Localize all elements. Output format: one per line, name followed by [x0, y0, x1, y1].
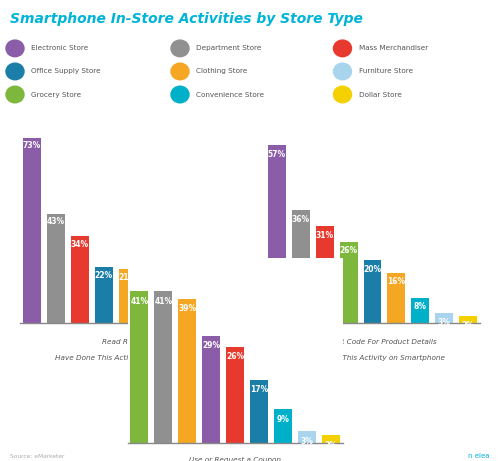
Bar — [298, 431, 316, 443]
Bar — [23, 137, 41, 323]
Bar — [94, 267, 112, 323]
Text: 39%: 39% — [178, 304, 197, 313]
Text: 2%: 2% — [462, 321, 474, 330]
Text: 16%: 16% — [388, 278, 406, 286]
Bar — [250, 380, 268, 443]
Text: 19%: 19% — [142, 278, 160, 287]
Bar — [71, 236, 88, 323]
Bar — [268, 145, 286, 323]
Text: Convenience Store: Convenience Store — [196, 91, 264, 98]
Text: Dollar Store: Dollar Store — [358, 91, 402, 98]
Bar — [388, 273, 406, 323]
Bar — [130, 291, 148, 443]
Text: 20%: 20% — [364, 265, 382, 274]
Text: 3%: 3% — [216, 319, 230, 328]
Bar — [142, 274, 160, 323]
Bar — [316, 226, 334, 323]
Text: Office Supply Store: Office Supply Store — [31, 68, 100, 75]
Text: Source: eMarketer: Source: eMarketer — [10, 454, 64, 459]
Text: 41%: 41% — [130, 297, 148, 306]
Text: Smartphone In-Store Activities by Store Type: Smartphone In-Store Activities by Store … — [10, 12, 363, 25]
Text: Mass Merchandiser: Mass Merchandiser — [358, 45, 428, 52]
Bar — [47, 214, 65, 323]
Bar — [190, 305, 208, 323]
Bar — [118, 269, 136, 323]
Text: 41%: 41% — [154, 297, 172, 306]
Text: 29%: 29% — [202, 341, 220, 350]
Text: n elea: n elea — [468, 453, 490, 459]
Bar — [154, 291, 172, 443]
Text: 3%: 3% — [438, 318, 450, 327]
Text: 73%: 73% — [23, 142, 41, 150]
Bar — [322, 435, 340, 443]
Text: 21%: 21% — [118, 273, 136, 282]
Text: 22%: 22% — [94, 271, 112, 280]
Text: 3%: 3% — [300, 437, 313, 446]
Text: 36%: 36% — [292, 215, 310, 224]
Bar — [214, 315, 232, 323]
Text: 14%: 14% — [166, 291, 184, 300]
Text: Scann QR Code For Product Details: Scann QR Code For Product Details — [308, 339, 436, 345]
Bar — [435, 313, 453, 323]
Bar — [166, 287, 184, 323]
Bar — [226, 347, 244, 443]
Text: 8%: 8% — [414, 302, 427, 312]
Text: Department Store: Department Store — [196, 45, 262, 52]
Text: 7%: 7% — [192, 309, 205, 318]
Text: 26%: 26% — [340, 246, 357, 255]
Text: 57%: 57% — [268, 149, 286, 159]
Text: 31%: 31% — [316, 230, 334, 240]
Bar — [459, 316, 477, 323]
Text: Grocery Store: Grocery Store — [31, 91, 81, 98]
Text: 9%: 9% — [276, 415, 289, 424]
Text: Use or Request a Coupon: Use or Request a Coupon — [189, 457, 281, 461]
Bar — [202, 336, 220, 443]
Text: Clothing Store: Clothing Store — [196, 68, 248, 75]
Bar — [178, 299, 196, 443]
Bar — [274, 409, 291, 443]
Text: 34%: 34% — [70, 240, 89, 249]
Text: 17%: 17% — [250, 385, 268, 395]
Bar — [340, 242, 357, 323]
Text: Have Done This Activity on Smartphone: Have Done This Activity on Smartphone — [55, 355, 200, 361]
Bar — [292, 210, 310, 323]
Text: Electronic Store: Electronic Store — [31, 45, 88, 52]
Text: 43%: 43% — [47, 218, 65, 226]
Text: Read Reviews: Read Reviews — [102, 339, 153, 345]
Text: Have Done This Activity on Smartphone: Have Done This Activity on Smartphone — [300, 355, 445, 361]
Bar — [412, 298, 429, 323]
Text: Furniture Store: Furniture Store — [358, 68, 412, 75]
Text: 2%: 2% — [324, 441, 337, 450]
Bar — [364, 260, 382, 323]
Text: 26%: 26% — [226, 352, 244, 361]
